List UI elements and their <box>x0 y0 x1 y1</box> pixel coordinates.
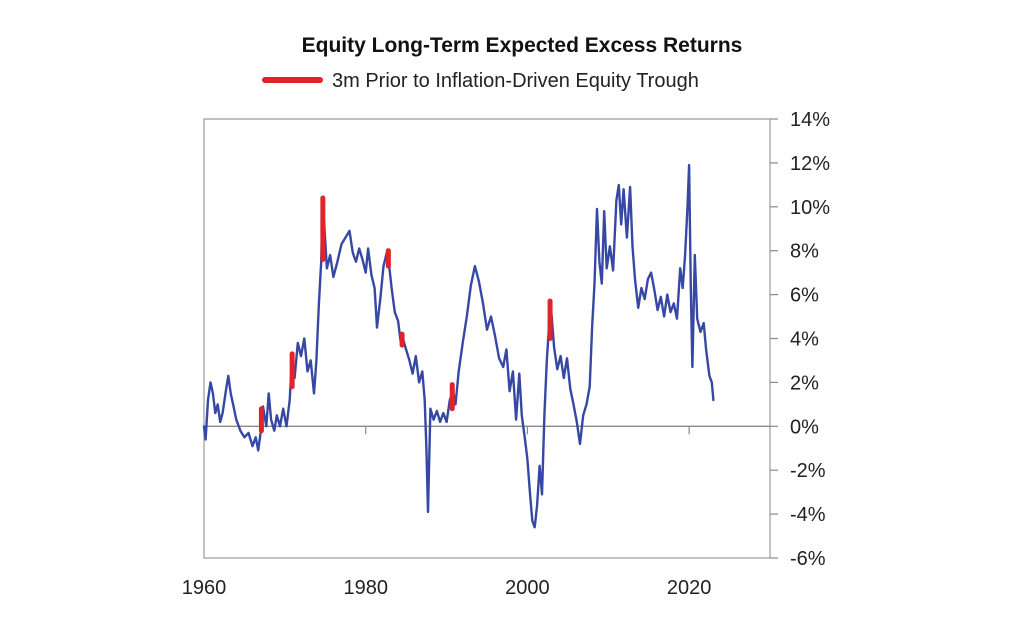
x-tick-label: 1960 <box>182 577 227 599</box>
y-tick-label: -4% <box>790 504 826 526</box>
y-tick-label: 12% <box>790 153 830 175</box>
series-line <box>202 163 715 529</box>
y-tick-label: 8% <box>790 241 819 263</box>
x-axis: 1960 1980 2000 2020 <box>182 426 712 599</box>
x-tick-label: 1980 <box>343 577 388 599</box>
y-tick-label: 2% <box>790 372 819 394</box>
series-group <box>202 163 715 529</box>
y-tick-label: -2% <box>790 460 826 482</box>
legend: 3m Prior to Inflation-Driven Equity Trou… <box>262 70 699 92</box>
y-tick-label: -6% <box>790 548 826 570</box>
highlight-group <box>258 195 553 434</box>
y-axis: 14% 12% 10% 8% 6% 4% 2% 0% -2% -4% -6% <box>770 109 830 570</box>
plot-frame <box>203 118 771 559</box>
y-tick-label: 10% <box>790 197 830 219</box>
y-tick-label: 6% <box>790 285 819 307</box>
x-tick-label: 2020 <box>667 577 712 599</box>
y-tick-label: 0% <box>790 416 819 438</box>
legend-label: 3m Prior to Inflation-Driven Equity Trou… <box>332 70 699 92</box>
chart-title: Equity Long-Term Expected Excess Returns <box>302 34 743 57</box>
y-tick-label: 14% <box>790 109 830 131</box>
x-tick-label: 2000 <box>505 577 550 599</box>
y-tick-label: 4% <box>790 329 819 351</box>
